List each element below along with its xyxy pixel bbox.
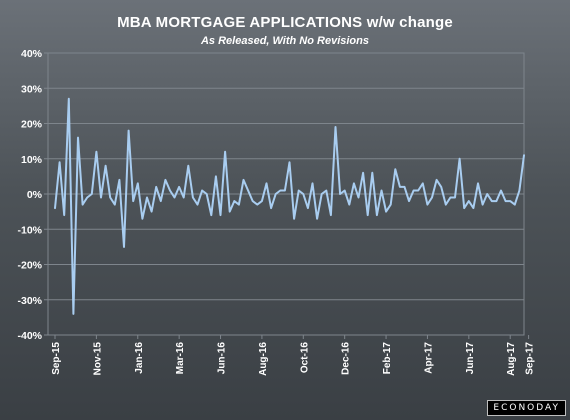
y-tick-label: -30%	[17, 295, 42, 307]
y-tick-label: 30%	[21, 83, 43, 95]
x-tick-label: Dec-16	[341, 342, 352, 375]
x-tick-label: Mar-16	[175, 342, 186, 375]
x-tick-label: Oct-16	[299, 342, 310, 374]
x-tick-label: Aug-16	[258, 342, 269, 376]
chart-title: MBA MORTGAGE APPLICATIONS w/w change	[117, 14, 453, 31]
x-tick-label: Aug-17	[506, 342, 517, 376]
x-tick-label: Sep-17	[525, 342, 536, 375]
y-tick-label: -40%	[17, 330, 42, 342]
x-tick-label: Jun-17	[465, 342, 476, 375]
x-tick-label: Jun-16	[217, 342, 228, 375]
y-tick-label: -20%	[17, 260, 42, 272]
y-tick-label: -10%	[17, 224, 42, 236]
x-tick-label: Sep-15	[51, 342, 62, 375]
x-tick-label: Jan-16	[134, 342, 145, 374]
chart-subtitle: As Released, With No Revisions	[200, 35, 369, 47]
y-tick-label: 20%	[21, 119, 43, 131]
y-tick-label: 0%	[27, 189, 43, 201]
y-tick-label: 40%	[21, 48, 43, 60]
y-tick-label: 10%	[21, 154, 43, 166]
x-tick-label: Nov-15	[92, 342, 103, 376]
econoday-logo: ECONODAY	[487, 400, 566, 416]
x-tick-label: Feb-17	[382, 342, 393, 375]
x-tick-label: Apr-17	[423, 342, 434, 374]
series-line	[54, 97, 525, 315]
